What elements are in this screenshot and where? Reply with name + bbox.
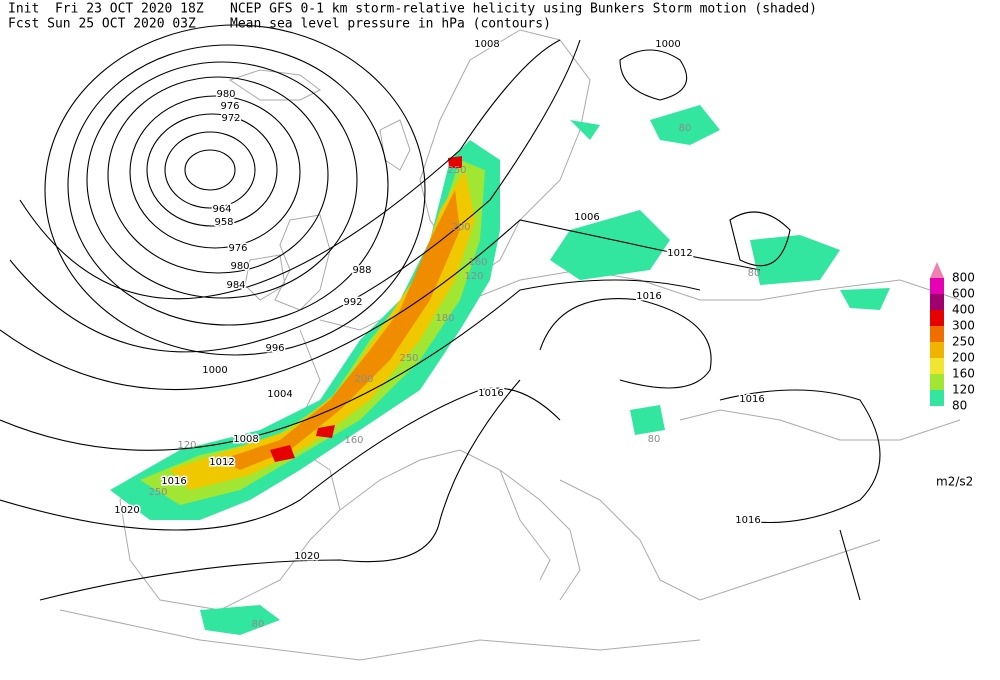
helicity-label: 180 xyxy=(435,313,454,324)
helicity-label: 160 xyxy=(468,257,487,268)
helicity-label: 80 xyxy=(648,434,661,445)
helicity-label: 120 xyxy=(177,440,196,451)
helicity-label: 80 xyxy=(252,619,265,630)
isobar-label: 1016 xyxy=(739,394,764,405)
legend-swatch xyxy=(930,390,944,406)
isobar-label: 1006 xyxy=(574,212,599,223)
helicity-label: 250 xyxy=(447,165,466,176)
legend-label: 80 xyxy=(952,399,967,413)
legend-swatch xyxy=(930,262,944,278)
isobar-label: 992 xyxy=(343,297,362,308)
legend-swatch xyxy=(930,278,944,294)
forecast-time: Fcst Sun 25 OCT 2020 03Z xyxy=(8,17,196,32)
legend-label: 600 xyxy=(952,287,975,301)
legend-label: 250 xyxy=(952,335,975,349)
legend-swatch xyxy=(930,358,944,374)
helicity-label: 200 xyxy=(451,222,470,233)
legend-swatch xyxy=(930,294,944,310)
legend-label: 200 xyxy=(952,351,975,365)
isobar-label: 976 xyxy=(228,243,247,254)
helicity-label: 120 xyxy=(464,271,483,282)
isobar-label: 1016 xyxy=(161,476,186,487)
isobars xyxy=(0,24,881,601)
legend-label: 400 xyxy=(952,303,975,317)
isobar-label: 1016 xyxy=(735,515,760,526)
legend-swatch xyxy=(930,310,944,326)
contour-field: Mean sea level pressure in hPa (contours… xyxy=(230,17,551,32)
legend-unit: m2/s2 xyxy=(936,475,973,489)
helicity-label: 200 xyxy=(354,374,373,385)
legend-swatch xyxy=(930,374,944,390)
helicity-label: 250 xyxy=(148,487,167,498)
legend-label: 300 xyxy=(952,319,975,333)
isobar-label: 1016 xyxy=(636,291,661,302)
isobar-label: 996 xyxy=(265,343,284,354)
legend-label: 800 xyxy=(952,271,975,285)
isobar-label: 1016 xyxy=(478,388,503,399)
isobar-label: 1004 xyxy=(267,389,292,400)
isobar-label: 964 xyxy=(212,204,231,215)
isobar-label: 1008 xyxy=(474,39,499,50)
legend-swatch xyxy=(930,342,944,358)
coastlines xyxy=(59,29,961,661)
isobar-label: 984 xyxy=(226,280,245,291)
init-time: Init Fri 23 OCT 2020 18Z xyxy=(8,2,204,17)
isobar-label: 980 xyxy=(216,89,235,100)
isobar-label: 976 xyxy=(220,101,239,112)
isobar-label: 972 xyxy=(221,113,240,124)
isobar-label: 980 xyxy=(230,261,249,272)
legend-label: 160 xyxy=(952,367,975,381)
shaded-field: NCEP GFS 0-1 km storm-relative helicity … xyxy=(230,2,817,17)
helicity-label: 80 xyxy=(748,268,761,279)
isobar-label: 988 xyxy=(352,265,371,276)
legend-label: 120 xyxy=(952,383,975,397)
isobar-label: 1020 xyxy=(114,505,139,516)
isobar-label: 1000 xyxy=(202,365,227,376)
legend-swatch xyxy=(930,326,944,342)
helicity-label: 160 xyxy=(344,435,363,446)
helicity-label: 80 xyxy=(679,123,692,134)
helicity-shading xyxy=(110,105,890,635)
isobar-label: 1008 xyxy=(233,434,258,445)
helicity-label: 250 xyxy=(399,353,418,364)
isobar-label: 1012 xyxy=(209,457,234,468)
isobar-label: 1012 xyxy=(667,248,692,259)
isobar-label: 1000 xyxy=(655,39,680,50)
isobar-label: 1020 xyxy=(294,551,319,562)
isobar-label: 958 xyxy=(214,217,233,228)
